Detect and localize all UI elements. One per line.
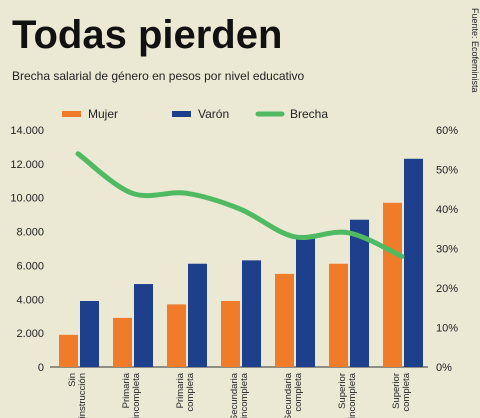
y-right-tick-label: 20% bbox=[436, 283, 458, 295]
category-label: Primariaincompleta bbox=[121, 372, 142, 418]
bar-mujer bbox=[113, 317, 132, 367]
bar-varón bbox=[350, 219, 369, 367]
legend-swatch-mujer bbox=[62, 111, 81, 117]
bar-varón bbox=[404, 158, 423, 367]
bar-mujer bbox=[329, 263, 348, 367]
bar-mujer bbox=[275, 273, 294, 367]
legend: Mujer Varón Brecha bbox=[62, 107, 328, 121]
y-left-tick-label: 0 bbox=[38, 362, 44, 374]
y-left-tick-label: 4.000 bbox=[16, 294, 44, 306]
category-label: Secundariaincompleta bbox=[229, 372, 250, 418]
y-right-tick-label: 60% bbox=[436, 125, 458, 137]
bar-varón bbox=[188, 263, 207, 367]
y-right-tick-label: 10% bbox=[436, 323, 458, 335]
y-left-tick-label: 8.000 bbox=[16, 227, 44, 239]
category-label: Superiorincompleta bbox=[337, 372, 358, 418]
brecha-line-layer bbox=[75, 151, 405, 259]
y-right-tick-label: 40% bbox=[436, 204, 458, 216]
brecha-line bbox=[75, 151, 405, 259]
y-left-tick-label: 2.000 bbox=[16, 328, 44, 340]
y-left-tick-label: 14.000 bbox=[10, 125, 44, 137]
axes: 0 2.000 4.000 6.000 8.000 10.000 12.000 14.000 0… bbox=[10, 125, 458, 374]
bar-mujer bbox=[59, 334, 78, 367]
bar-varón bbox=[134, 284, 153, 367]
category-label: Superiorcompleta bbox=[391, 372, 412, 411]
category-label: Secundariacompleta bbox=[283, 372, 304, 418]
source-note: Fuente: Ecofeminista bbox=[470, 8, 480, 93]
category-label: Primariacompleta bbox=[175, 372, 196, 411]
y-right-tick-label: 30% bbox=[436, 244, 458, 256]
bar-mujer bbox=[383, 202, 402, 367]
y-left-tick-label: 10.000 bbox=[10, 193, 44, 205]
y-right-tick-label: 0% bbox=[436, 362, 452, 374]
y-left-tick-label: 6.000 bbox=[16, 260, 44, 272]
bar-varón bbox=[80, 300, 99, 367]
chart-title: Todas pierden bbox=[12, 13, 282, 57]
legend-label-mujer: Mujer bbox=[88, 107, 118, 121]
category-label: Sininstrucción bbox=[67, 373, 88, 418]
bar-mujer bbox=[221, 300, 240, 367]
bar-varón bbox=[242, 260, 261, 367]
legend-label-varón: Varón bbox=[198, 107, 229, 121]
legend-swatch-varón bbox=[172, 111, 191, 117]
y-right-tick-label: 50% bbox=[436, 165, 458, 177]
bar-mujer bbox=[167, 304, 186, 367]
y-left-tick-label: 12.000 bbox=[10, 159, 44, 171]
bar-varón bbox=[296, 236, 315, 367]
category-labels: Sininstrucción Primariaincompleta Primaria… bbox=[67, 372, 412, 418]
chart-subtitle: Brecha salarial de género en pesos por n… bbox=[12, 69, 305, 83]
bars bbox=[59, 158, 423, 367]
legend-label-brecha: Brecha bbox=[290, 107, 328, 121]
